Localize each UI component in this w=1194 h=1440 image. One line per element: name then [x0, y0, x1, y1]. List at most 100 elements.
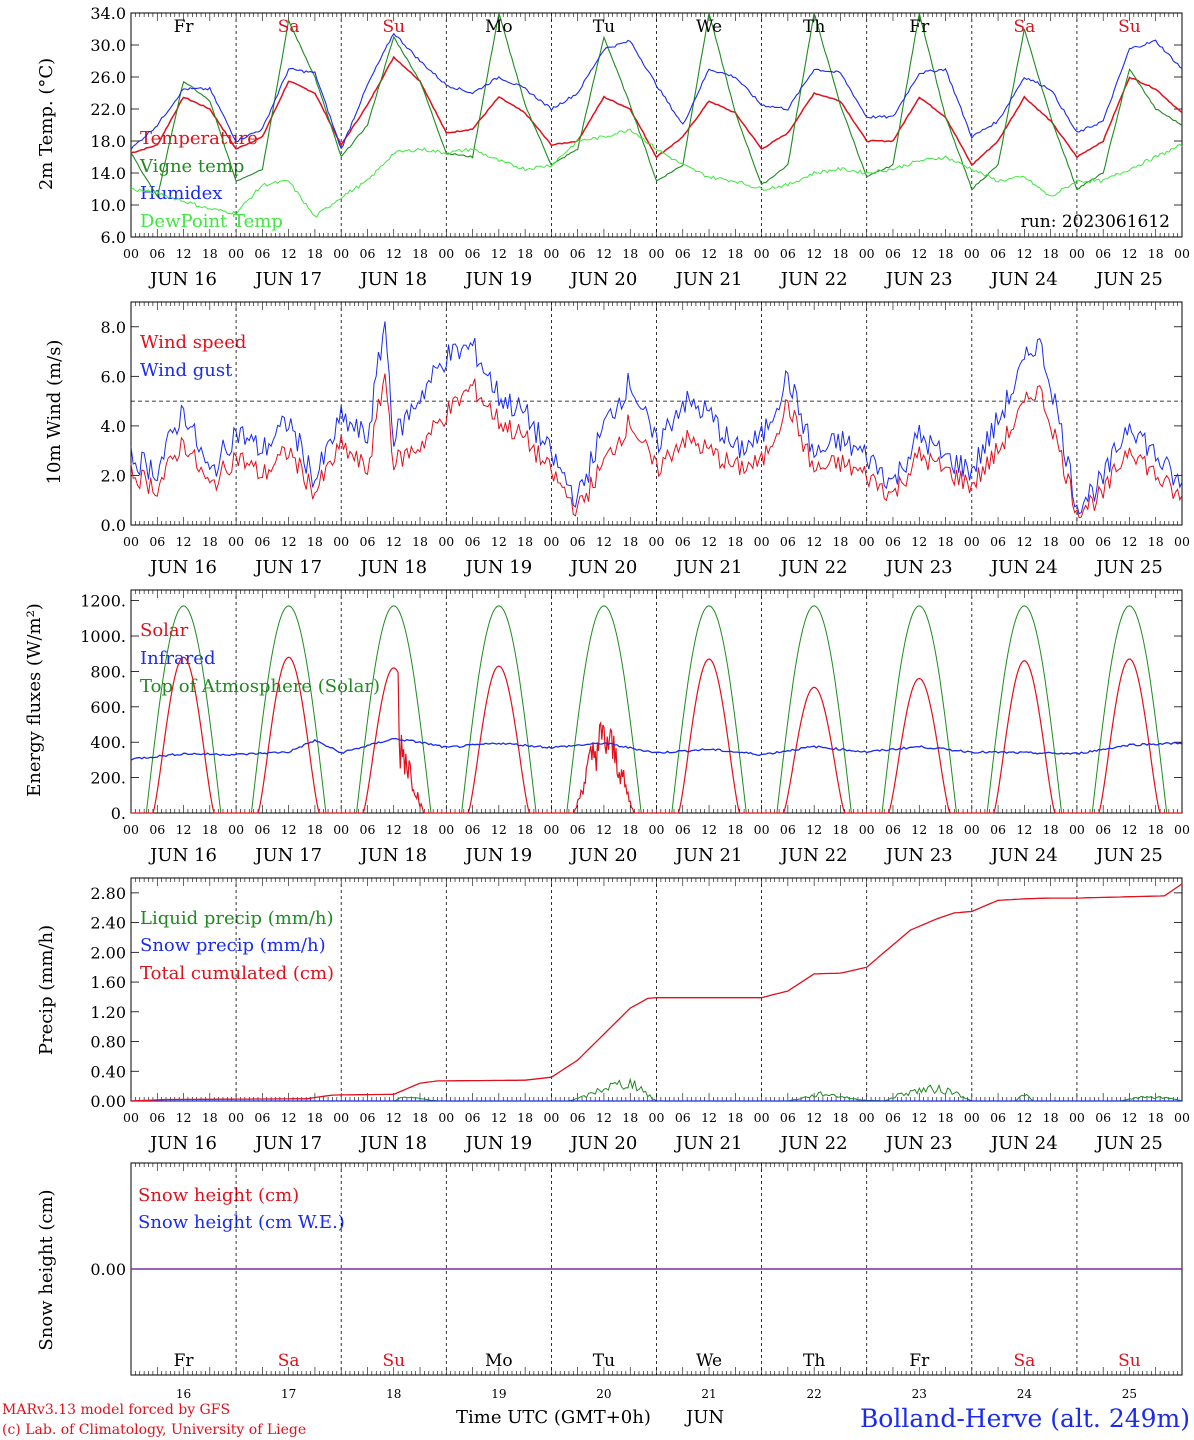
hour-label: 12	[1121, 822, 1137, 837]
hour-label: 12	[806, 822, 822, 837]
day-name: Sa	[278, 17, 300, 37]
hour-label: 12	[281, 534, 297, 549]
hour-label: 12	[911, 534, 927, 549]
date-label: JUN 16	[148, 1133, 217, 1154]
date-label: JUN 25	[1094, 557, 1163, 578]
hour-label: 18	[727, 1110, 743, 1125]
hour-label: 06	[254, 534, 270, 549]
hour-label: 12	[386, 822, 402, 837]
hour-label: 18	[832, 534, 848, 549]
hour-label: 12	[911, 1110, 927, 1125]
day-name: We	[696, 1351, 722, 1371]
date-label: JUN 25	[1094, 1133, 1163, 1154]
humidex-line	[130, 32, 1183, 151]
hour-label: 06	[570, 534, 586, 549]
day-number: 19	[491, 1387, 506, 1401]
snow-ylabel: Snow height (cm)	[36, 1189, 57, 1350]
date-label: JUN 17	[253, 557, 322, 578]
date-label: JUN 24	[989, 269, 1058, 290]
hour-label: 18	[1043, 246, 1059, 261]
date-label: JUN 18	[358, 557, 427, 578]
y-tick-label: 400.	[90, 733, 126, 752]
legend-solar: Solar	[140, 620, 189, 641]
hour-label: 00	[649, 534, 665, 549]
day-number: 24	[1017, 1387, 1033, 1401]
hour-label: 06	[254, 822, 270, 837]
toa-solar-line	[131, 605, 1182, 814]
y-tick-label: 6.0	[101, 367, 126, 386]
hour-label: 00	[859, 534, 875, 549]
hour-label: 18	[938, 822, 954, 837]
y-tick-label: 2.80	[90, 884, 126, 903]
hour-label: 18	[1043, 1110, 1059, 1125]
day-number: 25	[1122, 1387, 1137, 1401]
y-tick-label: 34.0	[90, 4, 126, 23]
hour-label: 00	[649, 246, 665, 261]
hour-label: 00	[964, 822, 980, 837]
hour-label: 18	[517, 246, 533, 261]
hour-label: 12	[596, 822, 612, 837]
hour-label: 00	[123, 822, 139, 837]
hour-label: 18	[938, 246, 954, 261]
hour-label: 18	[307, 822, 323, 837]
y-tick-label: 22.0	[90, 100, 126, 119]
hour-label: 12	[386, 534, 402, 549]
hour-label: 00	[964, 534, 980, 549]
date-label: JUN 17	[253, 1133, 322, 1154]
date-label: JUN 19	[463, 557, 532, 578]
hour-label: 18	[622, 534, 638, 549]
hour-label: 18	[1043, 534, 1059, 549]
date-label: JUN 18	[358, 845, 427, 866]
hour-label: 00	[649, 822, 665, 837]
hour-label: 00	[754, 534, 770, 549]
hour-label: 06	[1095, 1110, 1111, 1125]
hour-label: 00	[438, 534, 454, 549]
hour-label: 06	[149, 534, 165, 549]
hour-label: 06	[465, 534, 481, 549]
temperature-line	[130, 55, 1183, 167]
date-label: JUN 24	[989, 845, 1058, 866]
plot-frame	[130, 589, 1183, 814]
hour-label: 12	[701, 1110, 717, 1125]
day-name: Fr	[174, 17, 195, 37]
y-tick-label: 0.00	[90, 1092, 126, 1111]
hour-label: 06	[885, 534, 901, 549]
hour-label: 12	[806, 246, 822, 261]
hour-label: 12	[1016, 534, 1032, 549]
hour-label: 00	[228, 1110, 244, 1125]
hour-label: 18	[1043, 822, 1059, 837]
date-label: JUN 21	[674, 1133, 743, 1154]
wind-gust-line	[130, 321, 1183, 515]
hour-label: 00	[543, 1110, 559, 1125]
temperature-panel: 2m Temp. (°C) Temperature Vigne temp Hum…	[36, 4, 1190, 290]
day-number: 21	[701, 1387, 716, 1401]
hour-label: 00	[859, 822, 875, 837]
hour-label: 06	[570, 1110, 586, 1125]
day-name: Tu	[593, 1351, 615, 1371]
legend-liquid-precip: Liquid precip (mm/h)	[140, 908, 334, 929]
day-number: 22	[807, 1387, 822, 1401]
y-tick-label: 4.0	[101, 417, 126, 436]
hour-label: 06	[360, 534, 376, 549]
legend-wind-speed: Wind speed	[140, 332, 246, 353]
hour-label: 18	[517, 1110, 533, 1125]
date-label: JUN 20	[569, 1133, 638, 1154]
hour-label: 06	[465, 822, 481, 837]
hour-label: 12	[176, 1110, 192, 1125]
hour-label: 12	[806, 534, 822, 549]
hour-label: 06	[360, 822, 376, 837]
date-label: JUN 16	[148, 269, 217, 290]
hour-label: 12	[701, 534, 717, 549]
y-tick-label: 14.0	[90, 164, 126, 183]
hour-label: 18	[938, 1110, 954, 1125]
y-tick-label: 1.20	[90, 1003, 126, 1022]
hour-label: 06	[675, 1110, 691, 1125]
hour-label: 00	[123, 534, 139, 549]
date-label: JUN 17	[253, 269, 322, 290]
hour-label: 06	[990, 534, 1006, 549]
hour-label: 12	[281, 822, 297, 837]
hour-label: 00	[123, 246, 139, 261]
date-label: JUN 25	[1094, 845, 1163, 866]
legend-infrared: Infrared	[140, 648, 215, 669]
day-name: Fr	[909, 1351, 930, 1371]
